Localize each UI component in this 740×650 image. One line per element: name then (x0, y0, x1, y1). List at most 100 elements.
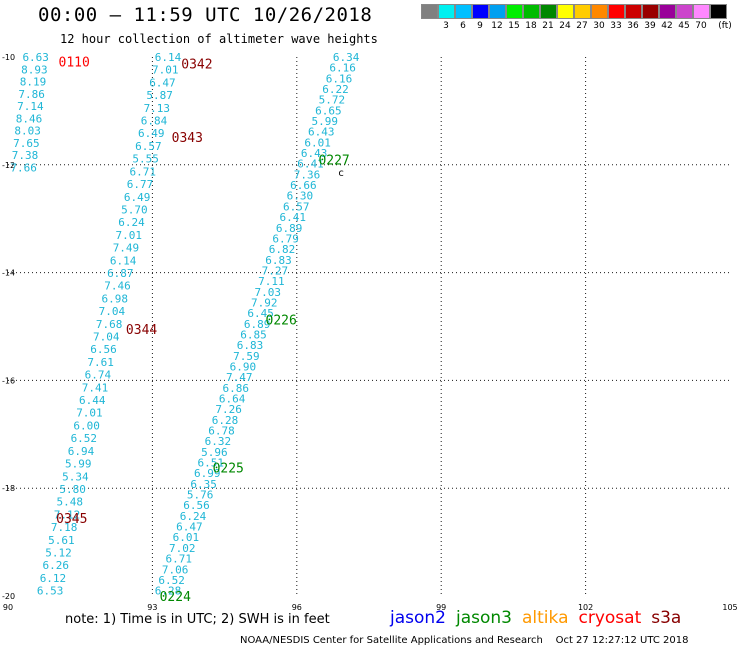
altimeter-tracks: 6.638.938.197.867.148.468.037.657.387.66… (10, 51, 359, 598)
satellite-cryosat: cryosat (578, 608, 642, 628)
map-subtitle: 12 hour collection of altimeter wave hei… (60, 32, 378, 46)
swh-value: 7.04 (93, 331, 120, 344)
swh-value: 6.22 (322, 83, 349, 96)
scale-swatch (540, 4, 557, 19)
map-title: 00:00 – 11:59 UTC 10/26/2018 (38, 4, 373, 26)
pass-time-label: 0224 (160, 590, 191, 605)
swh-value: 6.71 (165, 553, 192, 566)
swh-value: 6.01 (304, 136, 331, 149)
swh-value: 5.48 (57, 496, 83, 509)
pass-time-labels: 0110 0342 0343 0344 0345 0227 0226 0225 0224 (56, 55, 350, 605)
swh-value: 6.63 (22, 51, 49, 64)
pass-time-label: 0227 (318, 153, 349, 168)
swh-value: 5.12 (45, 546, 71, 559)
swh-value: 5.99 (65, 458, 92, 471)
scale-swatch (676, 4, 693, 19)
marker-glyph: c (338, 168, 344, 179)
swh-value: 8.03 (14, 125, 41, 138)
swh-value: 5.87 (146, 89, 173, 102)
swh-value: 6.41 (297, 158, 324, 171)
map-note: note: 1) Time is in UTC; 2) SWH is in fe… (65, 612, 330, 627)
swh-value: 5.99 (312, 115, 339, 128)
swh-value: 8.46 (16, 112, 43, 125)
swh-value: 5.72 (319, 94, 346, 107)
swh-value: 7.01 (152, 64, 179, 77)
satellite-jason3: jason3 (456, 608, 512, 628)
swh-value: 6.26 (42, 559, 69, 572)
swh-value: 7.47 (226, 371, 253, 384)
swh-value: 6.12 (40, 572, 66, 585)
swh-value: 6.94 (68, 445, 95, 458)
scale-swatch (693, 4, 710, 19)
swh-value: 5.70 (121, 203, 148, 216)
swh-value: 5.55 (132, 153, 159, 166)
swh-value: 6.57 (283, 200, 310, 213)
lat-tick-label: -14 (2, 269, 15, 278)
swh-value: 7.92 (251, 296, 277, 309)
scale-swatch (642, 4, 659, 19)
swh-value: 7.65 (13, 137, 40, 150)
swh-value: 6.77 (127, 178, 153, 191)
swh-value: 6.35 (190, 478, 217, 491)
track-1: 6.638.938.197.867.148.468.037.657.387.66 (10, 51, 49, 174)
pass-time-label: 0342 (181, 57, 212, 72)
scale-label: 15 (508, 21, 520, 31)
lon-tick-label: 99 (436, 603, 446, 612)
scale-label: 42 (661, 21, 673, 31)
swh-value: 6.16 (329, 62, 356, 75)
scale-swatch (523, 4, 540, 19)
swh-value: 7.06 (162, 563, 189, 576)
swh-value: 6.01 (173, 531, 200, 544)
scale-label: 3 (443, 21, 449, 31)
swh-value: 7.61 (87, 356, 114, 369)
pass-time-label: 0345 (56, 512, 87, 527)
scale-label: 12 (491, 21, 503, 31)
swh-value: 6.49 (124, 191, 151, 204)
swh-value: 7.01 (115, 229, 141, 242)
swh-value: 7.02 (169, 542, 196, 555)
scale-swatch (591, 4, 608, 19)
lon-tick-label: 105 (722, 603, 737, 612)
scale-swatch (557, 4, 574, 19)
track-3: 6.346.166.166.225.726.655.996.436.016.43… (155, 51, 360, 598)
satellite-jason2: jason2 (390, 608, 446, 628)
swh-value: 7.86 (18, 88, 44, 101)
scale-label: 45 (678, 21, 690, 31)
satellite-legend: jason2 jason3 altika cryosat s3a (390, 608, 691, 628)
scale-swatch (659, 4, 676, 19)
satellite-s3a: s3a (651, 608, 682, 628)
swh-value: 6.86 (222, 382, 249, 395)
swh-value: 6.43 (308, 126, 335, 139)
swh-value: 6.41 (279, 211, 306, 224)
swh-value: 8.93 (21, 63, 48, 76)
axis-ticks: 90 93 96 99 102 105 -10 -12 -14 -16 -18 -20 (2, 53, 738, 612)
swh-value: 7.26 (215, 403, 242, 416)
scale-label: 9 (477, 21, 483, 31)
swh-value: 5.61 (48, 534, 75, 547)
swh-value: 7.36 (294, 168, 321, 181)
swh-value: 7.04 (99, 305, 126, 318)
swh-value: 6.24 (118, 216, 145, 229)
swh-value: 6.78 (208, 425, 235, 438)
lon-tick-label: 102 (578, 603, 593, 612)
lat-tick-label: -10 (2, 53, 15, 62)
swh-value: 5.76 (187, 489, 214, 502)
swh-value: 7.03 (255, 286, 282, 299)
swh-value: 6.47 (176, 521, 203, 534)
lat-tick-label: -18 (2, 484, 15, 493)
swh-value: 6.28 (212, 414, 239, 427)
swh-value: 6.49 (138, 127, 165, 140)
scale-swatch (574, 4, 591, 19)
swh-value: 6.32 (205, 435, 232, 448)
swh-value: 7.66 (10, 161, 37, 174)
swh-value: 6.85 (240, 328, 267, 341)
lat-tick-label: -20 (2, 592, 15, 601)
scale-swatch (489, 4, 506, 19)
pass-time-label: 0344 (126, 323, 157, 338)
map-grid (8, 57, 730, 596)
lat-tick-label: -16 (2, 376, 15, 385)
scale-label: 33 (610, 21, 622, 31)
swh-value: 6.83 (265, 254, 292, 267)
swh-value: 6.14 (110, 254, 137, 267)
swh-value: 6.64 (219, 393, 246, 406)
